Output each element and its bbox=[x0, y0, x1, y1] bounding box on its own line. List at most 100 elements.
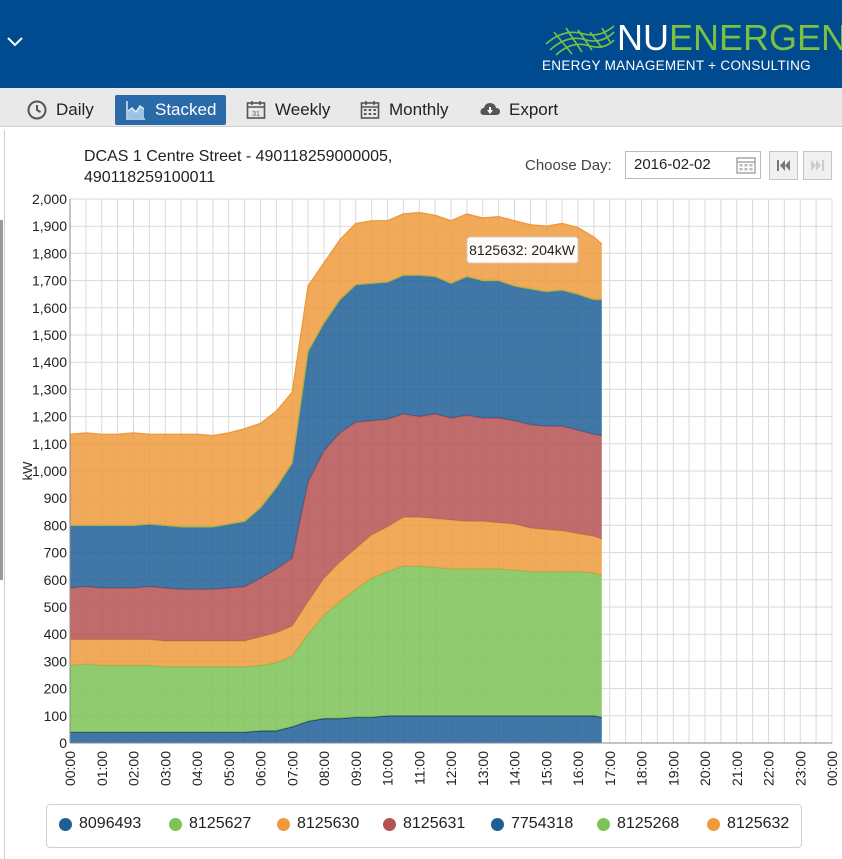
y-tick-label: 300 bbox=[44, 653, 68, 669]
legend-item-8096493[interactable]: 8096493 bbox=[59, 815, 141, 833]
y-tick-label: 200 bbox=[44, 681, 68, 697]
legend-swatch bbox=[169, 817, 182, 831]
x-tick-label: 13:00 bbox=[475, 751, 491, 786]
weekly-label: Weekly bbox=[275, 100, 331, 119]
view-toolbar: Daily Stacked 31 Weekly Monthly Export bbox=[0, 88, 842, 127]
top-header-bar: NUENERGEN ENERGY MANAGEMENT + CONSULTING bbox=[0, 0, 842, 88]
x-tick-label: 08:00 bbox=[316, 751, 332, 786]
skip-back-icon bbox=[777, 160, 790, 171]
skip-forward-icon bbox=[811, 160, 824, 171]
chart-title: DCAS 1 Centre Street - 490118259000005, … bbox=[84, 146, 424, 188]
stacked-area-chart: 0 100 200 300 400 500 600 700 800 900 1,000 1,100 1,… bbox=[20, 191, 840, 786]
x-tick-label: 16:00 bbox=[570, 751, 586, 786]
left-scroll-indicator[interactable] bbox=[0, 220, 3, 580]
y-tick-label: 1,200 bbox=[32, 409, 67, 425]
tooltip-text: 8125632: 204kW bbox=[469, 242, 576, 258]
y-tick-label: 100 bbox=[44, 708, 68, 724]
legend-swatch bbox=[59, 817, 72, 831]
legend-item-8125631[interactable]: 8125631 bbox=[383, 815, 465, 833]
legend-swatch bbox=[491, 817, 504, 831]
x-tick-label: 03:00 bbox=[157, 751, 173, 786]
y-tick-label: 500 bbox=[44, 599, 68, 615]
x-tick-label: 22:00 bbox=[761, 751, 777, 786]
area-series-7754318[interactable] bbox=[70, 275, 602, 590]
legend-swatch bbox=[597, 817, 610, 831]
y-tick-label: 1,000 bbox=[32, 463, 67, 479]
x-tick-label: 20:00 bbox=[697, 751, 713, 786]
logo-tagline: ENERGY MANAGEMENT + CONSULTING bbox=[542, 58, 811, 73]
tooltip-box bbox=[466, 236, 579, 264]
area-series-8096493[interactable] bbox=[70, 715, 602, 743]
x-tick-label: 12:00 bbox=[443, 751, 459, 786]
y-tick-label: 1,500 bbox=[32, 327, 67, 343]
legend-item-8125630[interactable]: 8125630 bbox=[277, 815, 359, 833]
x-tick-label: 00:00 bbox=[62, 751, 78, 786]
legend-label: 7754318 bbox=[511, 815, 574, 832]
y-tick-label: 600 bbox=[44, 572, 68, 588]
y-tick-label: 1,700 bbox=[32, 273, 67, 289]
daily-button[interactable]: Daily bbox=[26, 95, 94, 125]
x-tick-label: 00:00 bbox=[824, 751, 840, 786]
date-input-value: 2016-02-02 bbox=[634, 156, 711, 173]
logo-mesh-icon bbox=[545, 25, 615, 56]
x-tick-label: 04:00 bbox=[189, 751, 205, 786]
daily-label: Daily bbox=[56, 100, 94, 119]
legend-label: 8125268 bbox=[617, 815, 680, 832]
monthly-label: Monthly bbox=[389, 100, 449, 119]
legend-label: 8096493 bbox=[79, 815, 142, 832]
svg-text:31: 31 bbox=[252, 111, 260, 118]
legend-swatch bbox=[277, 817, 290, 831]
x-tick-label: 10:00 bbox=[380, 751, 396, 786]
export-button[interactable]: Export bbox=[479, 95, 558, 125]
y-tick-label: 400 bbox=[44, 626, 68, 642]
legend-label: 8125630 bbox=[297, 815, 360, 832]
x-tick-label: 01:00 bbox=[94, 751, 110, 786]
x-tick-label: 02:00 bbox=[126, 751, 142, 786]
y-tick-label: 0 bbox=[59, 735, 67, 751]
stacked-button[interactable]: Stacked bbox=[115, 95, 227, 125]
y-tick-label: 1,300 bbox=[32, 381, 67, 397]
legend-item-8125268[interactable]: 8125268 bbox=[597, 815, 679, 833]
chart-legend: 8096493 8125627 8125630 8125631 7754318 81252… bbox=[46, 804, 802, 848]
monthly-button[interactable]: Monthly bbox=[359, 95, 449, 125]
legend-label: 8125632 bbox=[727, 815, 790, 832]
y-tick-label: 1,600 bbox=[32, 300, 67, 316]
tooltip: 8125632: 204kW bbox=[466, 236, 579, 264]
previous-day-button[interactable] bbox=[769, 151, 798, 180]
legend-item-7754318[interactable]: 7754318 bbox=[491, 815, 573, 833]
x-tick-label: 17:00 bbox=[602, 751, 618, 786]
choose-day-label: Choose Day: bbox=[525, 157, 612, 174]
legend-label: 8125627 bbox=[189, 815, 252, 832]
chart-title-text: DCAS 1 Centre Street - 490118259000005, … bbox=[84, 148, 393, 186]
weekly-button[interactable]: 31 Weekly bbox=[245, 95, 330, 125]
area-series-8125631[interactable] bbox=[70, 413, 602, 641]
y-tick-label: 1,800 bbox=[32, 245, 67, 261]
area-series-8125632[interactable] bbox=[70, 212, 602, 527]
next-day-button[interactable] bbox=[803, 151, 832, 180]
logo-wordmark: NUENERGEN bbox=[617, 17, 842, 58]
area-series-8125627[interactable] bbox=[70, 566, 602, 733]
x-tick-label: 14:00 bbox=[507, 751, 523, 786]
series-line-8125268 bbox=[70, 274, 602, 528]
legend-label: 8125631 bbox=[403, 815, 466, 832]
y-tick-label: 1,100 bbox=[32, 436, 67, 452]
calendar-grid-icon bbox=[360, 101, 380, 119]
area-chart-icon bbox=[126, 101, 145, 120]
clock-icon bbox=[27, 100, 47, 120]
legend-swatch bbox=[707, 817, 720, 831]
calendar-picker-icon[interactable] bbox=[735, 155, 757, 175]
y-tick-label: 1,900 bbox=[32, 218, 67, 234]
x-tick-label: 23:00 bbox=[792, 751, 808, 786]
y-tick-label: 900 bbox=[44, 490, 68, 506]
x-tick-label: 07:00 bbox=[284, 751, 300, 786]
stacked-label: Stacked bbox=[155, 100, 217, 119]
date-input[interactable]: 2016-02-02 bbox=[625, 151, 761, 179]
legend-swatch bbox=[383, 817, 396, 831]
chevron-down-icon[interactable] bbox=[6, 34, 24, 48]
nuenergen-logo: NUENERGEN ENERGY MANAGEMENT + CONSULTING bbox=[540, 18, 842, 78]
y-axis-label: kW bbox=[20, 461, 35, 481]
legend-item-8125632[interactable]: 8125632 bbox=[707, 815, 789, 833]
area-series-8125630[interactable] bbox=[70, 517, 602, 667]
y-tick-label: 800 bbox=[44, 517, 68, 533]
legend-item-8125627[interactable]: 8125627 bbox=[169, 815, 251, 833]
